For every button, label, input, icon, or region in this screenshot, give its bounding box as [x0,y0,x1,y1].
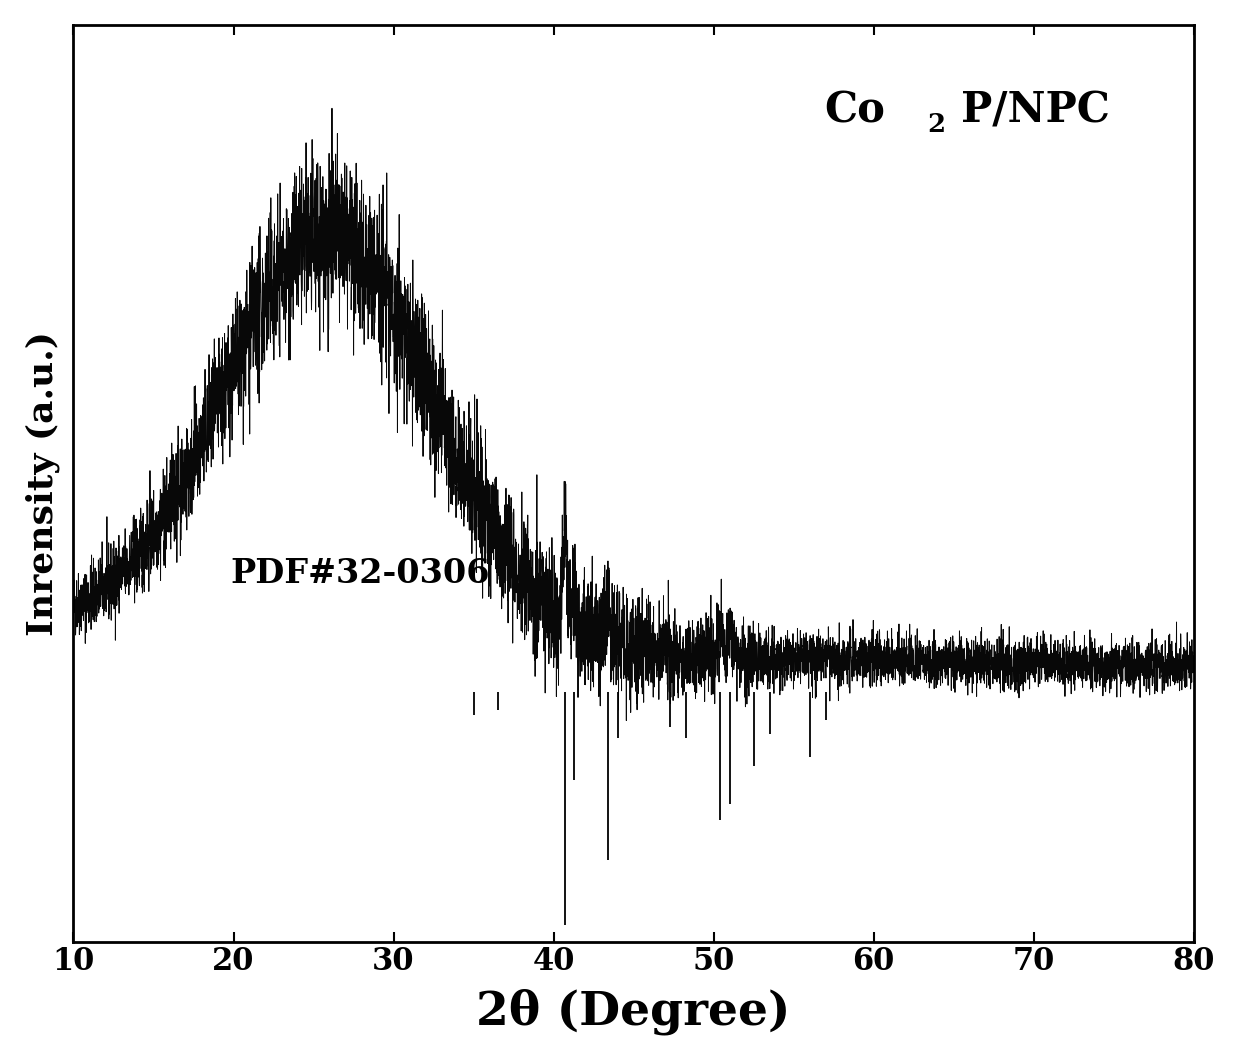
X-axis label: 2θ (Degree): 2θ (Degree) [476,989,791,1035]
Text: PDF#32-0306: PDF#32-0306 [231,556,490,589]
Text: P/NPC: P/NPC [961,89,1110,131]
Y-axis label: Inrensity (a.u.): Inrensity (a.u.) [25,331,60,636]
Text: 2: 2 [928,112,945,137]
Text: Co: Co [825,89,885,131]
